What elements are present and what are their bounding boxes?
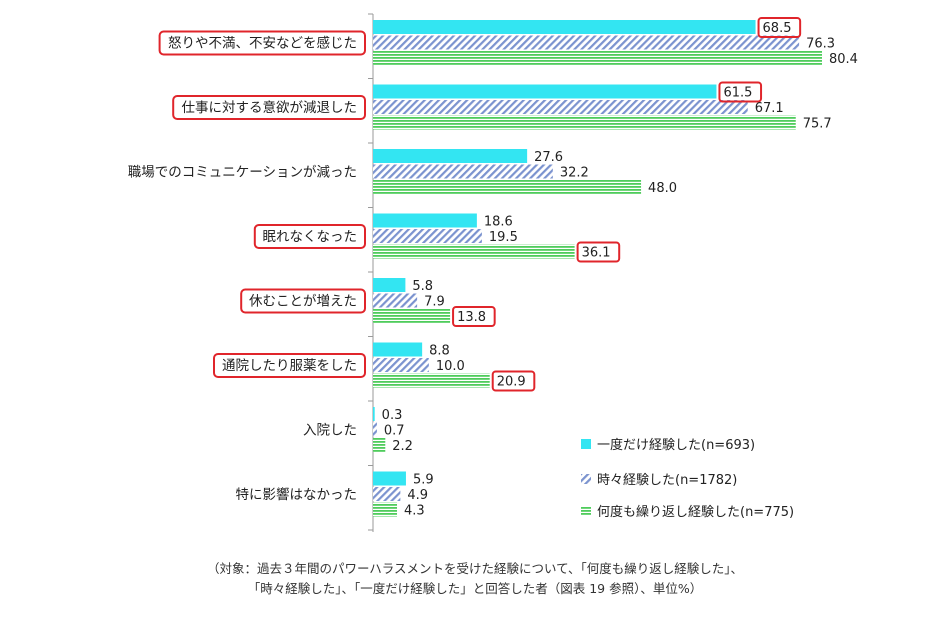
bar-series-2 bbox=[373, 358, 429, 372]
bar-series-3 bbox=[373, 373, 490, 388]
legend-swatch bbox=[581, 474, 591, 484]
bar-series-2 bbox=[373, 100, 748, 114]
value-label: 4.9 bbox=[407, 488, 428, 503]
value-label: 36.1 bbox=[582, 246, 611, 261]
bar-series-1 bbox=[373, 149, 528, 163]
category-highlight-box bbox=[172, 95, 366, 120]
bar-series-2 bbox=[373, 487, 401, 501]
bar-series-2 bbox=[373, 422, 377, 437]
category-label: 怒りや不満、不安などを感じた bbox=[168, 35, 357, 52]
category-label: 眠れなくなった bbox=[263, 229, 358, 245]
value-label: 0.3 bbox=[382, 408, 403, 423]
value-label: 19.5 bbox=[489, 230, 518, 245]
category-label: 通院したり服薬をした bbox=[222, 358, 357, 374]
bar-series-1 bbox=[373, 342, 423, 357]
category-highlight-box bbox=[240, 288, 366, 314]
bar-series-3 bbox=[373, 502, 398, 517]
value-label: 20.9 bbox=[497, 375, 526, 390]
bar-series-2 bbox=[373, 35, 800, 50]
bar-series-1 bbox=[373, 407, 375, 421]
legend-label: 時々経験した(n=1782) bbox=[597, 473, 737, 488]
value-label: 48.0 bbox=[648, 181, 677, 196]
bar-series-1 bbox=[373, 278, 406, 292]
value-label: 5.9 bbox=[413, 473, 434, 488]
value-label: 32.2 bbox=[560, 166, 589, 181]
bar-series-1 bbox=[373, 471, 406, 486]
value-highlight-box bbox=[491, 370, 536, 392]
value-label: 75.7 bbox=[803, 117, 832, 132]
bar-series-1 bbox=[373, 20, 756, 34]
category-label: 職場でのコミュニケーションが減った bbox=[128, 164, 357, 181]
value-label: 10.0 bbox=[436, 359, 465, 374]
value-label: 67.1 bbox=[755, 101, 784, 116]
bar-series-3 bbox=[373, 309, 451, 323]
value-label: 13.8 bbox=[457, 310, 486, 325]
bar-series-2 bbox=[373, 164, 553, 179]
legend-swatch bbox=[581, 506, 591, 516]
category-highlight-box bbox=[253, 224, 366, 249]
bar-series-3 bbox=[373, 180, 642, 194]
bar-series-3 bbox=[373, 51, 822, 65]
value-label: 18.6 bbox=[484, 215, 513, 230]
value-label: 68.5 bbox=[763, 21, 792, 36]
value-highlight-box bbox=[452, 306, 496, 327]
category-label: 仕事に対する意欲が減退した bbox=[182, 99, 358, 116]
category-label: 休むことが増えた bbox=[249, 294, 357, 310]
bar-series-2 bbox=[373, 229, 482, 243]
value-highlight-box bbox=[576, 241, 621, 263]
category-label: 特に影響はなかった bbox=[236, 486, 358, 503]
bar-series-3 bbox=[373, 115, 796, 130]
legend-label: 何度も繰り返し経験した(n=775) bbox=[597, 504, 794, 520]
category-label: 入院した bbox=[303, 423, 357, 439]
value-label: 4.3 bbox=[404, 504, 425, 519]
value-highlight-box bbox=[757, 17, 802, 38]
bar-series-3 bbox=[373, 438, 386, 452]
category-highlight-box bbox=[213, 353, 366, 378]
value-label: 61.5 bbox=[723, 86, 752, 101]
value-label: 76.3 bbox=[806, 37, 835, 52]
category-highlight-box bbox=[158, 30, 366, 56]
value-label: 2.2 bbox=[392, 439, 413, 454]
value-label: 0.7 bbox=[384, 424, 405, 439]
footnote-line-2: 「時々経験した」、「一度だけ経験した」と回答した者（図表 19 参照）、単位%） bbox=[247, 581, 703, 596]
bar-series-2 bbox=[373, 293, 418, 308]
bar-series-3 bbox=[373, 244, 575, 259]
bar-series-1 bbox=[373, 84, 717, 99]
legend-swatch bbox=[581, 439, 591, 449]
legend-label: 一度だけ経験した(n=693) bbox=[597, 437, 755, 453]
bar-series-1 bbox=[373, 213, 477, 228]
value-highlight-box bbox=[718, 81, 763, 103]
value-label: 8.8 bbox=[429, 344, 450, 359]
value-label: 7.9 bbox=[424, 295, 445, 310]
value-label: 27.6 bbox=[534, 150, 563, 165]
footnote-line-1: （対象：過去３年間のパワーハラスメントを受けた経験について、「何度も繰り返し経験… bbox=[206, 561, 743, 576]
value-label: 5.8 bbox=[412, 279, 433, 294]
value-label: 80.4 bbox=[829, 52, 858, 67]
